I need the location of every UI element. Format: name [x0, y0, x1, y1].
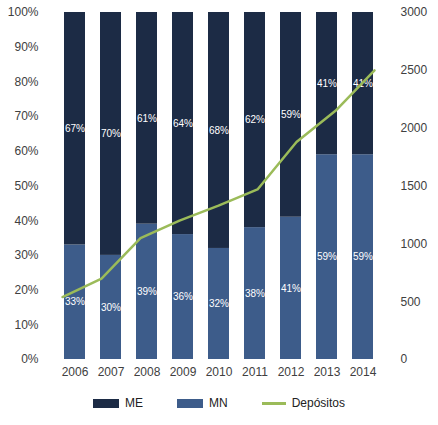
svg-text:41%: 41%	[353, 78, 373, 89]
svg-text:62%: 62%	[245, 114, 265, 125]
svg-text:500: 500	[401, 295, 421, 309]
svg-text:60%: 60%	[14, 144, 38, 158]
svg-text:2013: 2013	[314, 365, 341, 379]
svg-text:2014: 2014	[350, 365, 377, 379]
svg-text:41%: 41%	[317, 78, 337, 89]
svg-text:80%: 80%	[14, 75, 38, 89]
svg-text:2009: 2009	[170, 365, 197, 379]
html-text:Depósitos: Depósitos	[291, 396, 345, 410]
svg-text:100%: 100%	[8, 5, 39, 19]
svg-text:67%: 67%	[65, 123, 85, 134]
svg-text:2500: 2500	[401, 63, 428, 77]
svg-text:2006: 2006	[62, 365, 89, 379]
svg-text:50%: 50%	[14, 179, 38, 193]
svg-text:0: 0	[401, 352, 408, 366]
svg-text:2007: 2007	[98, 365, 125, 379]
html-text:ME: ME	[125, 396, 143, 410]
svg-text:64%: 64%	[173, 118, 193, 129]
svg-text:61%: 61%	[137, 113, 157, 124]
svg-text:30%: 30%	[101, 302, 121, 313]
svg-text:33%: 33%	[65, 296, 85, 307]
svg-text:36%: 36%	[173, 291, 193, 302]
svg-text:38%: 38%	[245, 288, 265, 299]
svg-text:2010: 2010	[206, 365, 233, 379]
svg-text:40%: 40%	[14, 214, 38, 228]
svg-text:59%: 59%	[353, 251, 373, 262]
svg-text:70%: 70%	[101, 128, 121, 139]
svg-text:2012: 2012	[278, 365, 305, 379]
svg-text:1000: 1000	[401, 237, 428, 251]
svg-text:32%: 32%	[209, 298, 229, 309]
svg-text:68%: 68%	[209, 125, 229, 136]
svg-text:59%: 59%	[281, 109, 301, 120]
svg-text:2011: 2011	[242, 365, 268, 379]
svg-text:39%: 39%	[137, 286, 157, 297]
svg-text:41%: 41%	[281, 283, 301, 294]
svg-text:10%: 10%	[14, 318, 38, 332]
svg-text:70%: 70%	[14, 109, 38, 123]
svg-text:3000: 3000	[401, 5, 428, 19]
svg-text:1500: 1500	[401, 179, 428, 193]
svg-text:0%: 0%	[21, 352, 39, 366]
html-text:MN: MN	[209, 396, 228, 410]
svg-text:2008: 2008	[134, 365, 161, 379]
svg-text:20%: 20%	[14, 283, 38, 297]
svg-text:90%: 90%	[14, 40, 38, 54]
svg-text:30%: 30%	[14, 248, 38, 262]
svg-text:59%: 59%	[317, 251, 337, 262]
svg-text:2000: 2000	[401, 121, 428, 135]
